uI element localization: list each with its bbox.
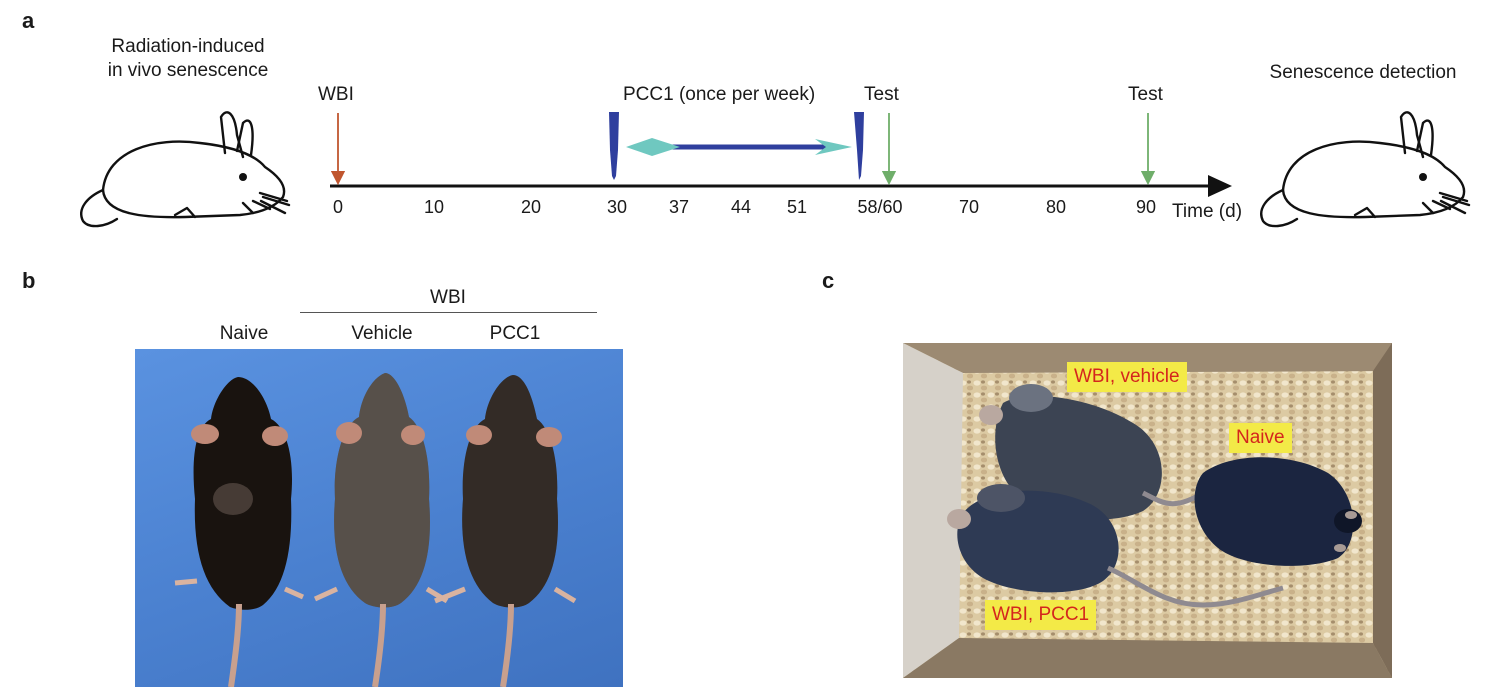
mouse-drawing-right (1260, 111, 1471, 228)
test-label-2: Test (1128, 84, 1163, 105)
wbi-group-label: WBI (430, 287, 466, 308)
tick-0: 0 (332, 197, 344, 217)
time-axis-arrowhead (1208, 175, 1232, 197)
tick-30: 30 (606, 197, 628, 217)
photo-mice-illustration (174, 373, 577, 687)
left-caption-line-2: in vivo senescence (107, 60, 269, 81)
tag-naive: Naive (1229, 423, 1292, 453)
mouse-pcc1 (434, 375, 577, 687)
mouse-drawing-left (80, 111, 291, 228)
label-pcc1: PCC1 (489, 323, 541, 344)
tick-90: 90 (1135, 197, 1157, 217)
timeline (330, 112, 1232, 197)
mouse-naive-box (1194, 457, 1362, 566)
right-caption: Senescence detection (1269, 62, 1457, 83)
pcc1-label: PCC1 (once per week) (623, 84, 816, 105)
mouse-photo-box: WBI, vehicle Naive WBI, PCC1 (903, 343, 1392, 678)
tag-wbi-vehicle: WBI, vehicle (1067, 362, 1187, 392)
mouse-naive (174, 377, 305, 687)
label-vehicle: Vehicle (351, 323, 413, 344)
box-photo-illustration (903, 343, 1392, 678)
panel-c-letter: c (822, 268, 835, 293)
dosing-tip-right (815, 139, 852, 155)
left-caption: Radiation-induced in vivo senescence (108, 35, 269, 83)
tick-70: 70 (958, 197, 980, 217)
dosing-tip-left (626, 138, 680, 156)
syringe-marker-end (854, 112, 864, 180)
panel-a-letter: a (22, 8, 35, 33)
label-naive: Naive (219, 323, 269, 344)
tag-wbi-pcc1: WBI, PCC1 (985, 600, 1097, 630)
tick-58-60: 58/60 (857, 197, 903, 217)
mouse-vehicle (313, 373, 449, 687)
wbi-label: WBI (318, 84, 354, 105)
axis-unit-label: Time (d) (1172, 201, 1243, 222)
panel-b-letter: b (22, 268, 36, 293)
tick-20: 20 (520, 197, 542, 217)
tick-37: 37 (668, 197, 690, 217)
test-label-1: Test (864, 84, 899, 105)
mouse-pcc1-box (947, 484, 1284, 608)
tick-10: 10 (423, 197, 445, 217)
wbi-group-bracket (300, 312, 597, 313)
syringe-marker-start (609, 112, 619, 180)
tick-44: 44 (730, 197, 752, 217)
left-caption-line-1: Radiation-induced (111, 36, 265, 57)
tick-51: 51 (786, 197, 808, 217)
mouse-photo-blue (135, 349, 623, 687)
tick-80: 80 (1045, 197, 1067, 217)
